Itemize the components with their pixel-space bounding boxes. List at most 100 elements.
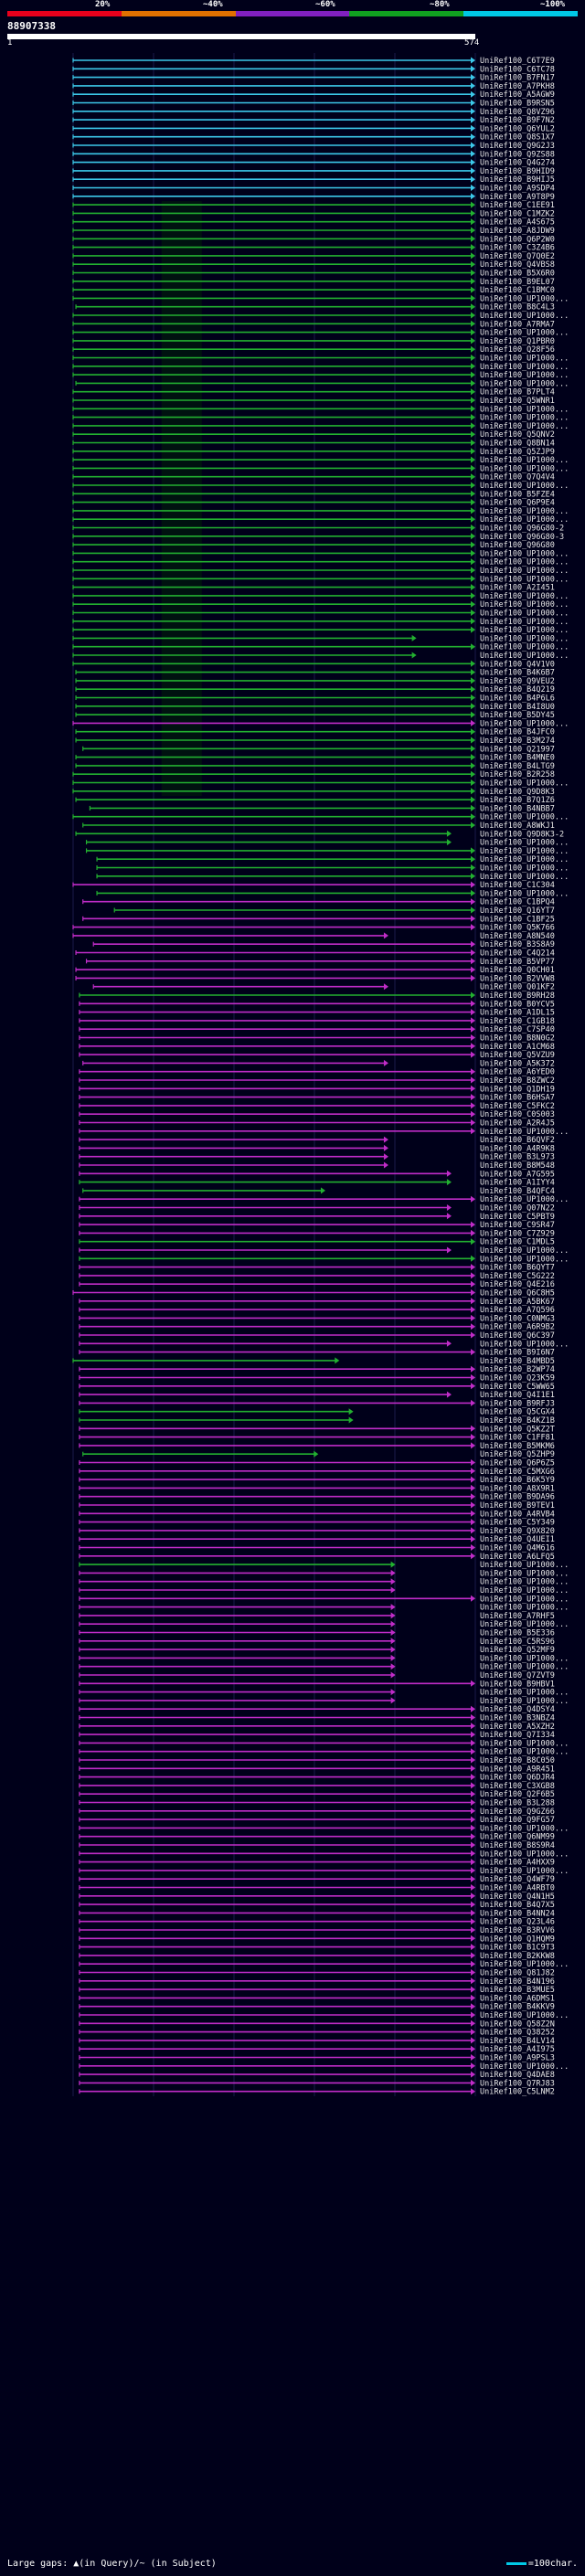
hit-label[interactable]: UniRef100_C1BMC0: [480, 286, 555, 295]
hit-label[interactable]: UniRef100_C1MDL5: [480, 1238, 555, 1247]
hit-label[interactable]: UniRef100_Q96G80-2: [480, 525, 564, 534]
hit-label[interactable]: UniRef100_UP1000...: [480, 652, 569, 661]
hit-label[interactable]: UniRef100_B6QYT7: [480, 1264, 555, 1273]
hit-label[interactable]: UniRef100_C0S003: [480, 1110, 555, 1119]
hit-label[interactable]: UniRef100_Q6C8H5: [480, 1289, 555, 1299]
hit-label[interactable]: UniRef100_UP1000...: [480, 312, 569, 321]
hit-label[interactable]: UniRef100_UP1000...: [480, 1561, 569, 1570]
hit-label[interactable]: UniRef100_A8N540: [480, 932, 555, 941]
hit-label[interactable]: UniRef100_A9R451: [480, 1765, 555, 1774]
hit-label[interactable]: UniRef100_B9I6N7: [480, 1349, 555, 1358]
hit-label[interactable]: UniRef100_B8M548: [480, 1161, 555, 1171]
hit-label[interactable]: UniRef100_B2VVW8: [480, 974, 555, 983]
hit-label[interactable]: UniRef100_UP1000...: [480, 1697, 569, 1706]
hit-label[interactable]: UniRef100_Q5QNV2: [480, 430, 555, 440]
hit-label[interactable]: UniRef100_Q5VZU9: [480, 1051, 555, 1060]
hit-label[interactable]: UniRef100_Q7ZVT9: [480, 1671, 555, 1680]
hit-label[interactable]: UniRef100_UP1000...: [480, 355, 569, 364]
hit-label[interactable]: UniRef100_UP1000...: [480, 1246, 569, 1256]
hit-label[interactable]: UniRef100_UP1000...: [480, 482, 569, 491]
hit-label[interactable]: UniRef100_UP1000...: [480, 1604, 569, 1613]
hit-label[interactable]: UniRef100_B9RH28: [480, 991, 555, 1001]
hit-label[interactable]: UniRef100_A8X9R1: [480, 1484, 555, 1493]
hit-label[interactable]: UniRef100_Q1PBR0: [480, 337, 555, 346]
hit-label[interactable]: UniRef100_Q5ZHP9: [480, 1450, 555, 1459]
hit-label[interactable]: UniRef100_UP1000...: [480, 610, 569, 619]
hit-label[interactable]: UniRef100_UP1000...: [480, 575, 569, 584]
hit-label[interactable]: UniRef100_B5VP77: [480, 958, 555, 967]
hit-label[interactable]: UniRef100_B0YCV5: [480, 1000, 555, 1009]
hit-label[interactable]: UniRef100_C1EE91: [480, 201, 555, 210]
hit-label[interactable]: UniRef100_B9EL07: [480, 278, 555, 287]
hit-label[interactable]: UniRef100_C1MZK2: [480, 209, 555, 218]
hit-label[interactable]: UniRef100_Q9G2J3: [480, 142, 555, 151]
hit-label[interactable]: UniRef100_UP1000...: [480, 507, 569, 516]
hit-label[interactable]: UniRef100_UP1000...: [480, 1663, 569, 1672]
hit-label[interactable]: UniRef100_B3NBZ4: [480, 1714, 555, 1723]
hit-label[interactable]: UniRef100_Q96G80-3: [480, 533, 564, 542]
hit-label[interactable]: UniRef100_B7PLT4: [480, 388, 555, 398]
hit-label[interactable]: UniRef100_UP1000...: [480, 643, 569, 652]
hit-label[interactable]: UniRef100_Q4E216: [480, 1280, 555, 1289]
hit-label[interactable]: UniRef100_B4MNE0: [480, 754, 555, 763]
hit-label[interactable]: UniRef100_Q9GZ66: [480, 1807, 555, 1817]
hit-label[interactable]: UniRef100_Q8S1X7: [480, 133, 555, 143]
hit-label[interactable]: UniRef100_Q6NM99: [480, 1833, 555, 1842]
hit-label[interactable]: UniRef100_Q7Q0E2: [480, 252, 555, 261]
hit-label[interactable]: UniRef100_B9HIJ5: [480, 175, 555, 185]
hit-label[interactable]: UniRef100_Q4V1V0: [480, 660, 555, 669]
hit-label[interactable]: UniRef100_Q9X820: [480, 1527, 555, 1536]
hit-label[interactable]: UniRef100_A4R9K8: [480, 1144, 555, 1153]
hit-label[interactable]: UniRef100_Q7Q4V4: [480, 473, 555, 482]
hit-label[interactable]: UniRef100_B4JFC0: [480, 728, 555, 737]
hit-label[interactable]: UniRef100_UP1000...: [480, 779, 569, 789]
hit-label[interactable]: UniRef100_Q5K766: [480, 924, 555, 933]
hit-label[interactable]: UniRef100_C1FF81: [480, 1434, 555, 1443]
hit-label[interactable]: UniRef100_C0NMG3: [480, 1314, 555, 1323]
hit-label[interactable]: UniRef100_A2R4J5: [480, 1119, 555, 1129]
hit-label[interactable]: UniRef100_Q6P2W0: [480, 235, 555, 244]
hit-label[interactable]: UniRef100_UP1000...: [480, 414, 569, 423]
hit-label[interactable]: UniRef100_Q9VEU2: [480, 677, 555, 686]
hit-label[interactable]: UniRef100_Q9D8K3-2: [480, 830, 564, 839]
hit-label[interactable]: UniRef100_C6TC78: [480, 65, 555, 74]
hit-label[interactable]: UniRef100_B9RSN5: [480, 100, 555, 109]
hit-label[interactable]: UniRef100_B4Q219: [480, 685, 555, 694]
hit-label[interactable]: UniRef100_A5XZH2: [480, 1723, 555, 1732]
hit-label[interactable]: UniRef100_Q4VBS8: [480, 260, 555, 270]
hit-label[interactable]: UniRef100_Q8BN14: [480, 440, 555, 449]
hit-label[interactable]: UniRef100_B2KKW8: [480, 1952, 555, 1961]
hit-label[interactable]: UniRef100_Q5WNR1: [480, 397, 555, 406]
hit-label[interactable]: UniRef100_A6YED0: [480, 1068, 555, 1077]
hit-label[interactable]: UniRef100_C5MXG6: [480, 1468, 555, 1477]
hit-label[interactable]: UniRef100_B9TEV1: [480, 1501, 555, 1511]
hit-label[interactable]: UniRef100_B9DA96: [480, 1493, 555, 1502]
hit-label[interactable]: UniRef100_C5PBT9: [480, 1213, 555, 1222]
hit-label[interactable]: UniRef100_B9F7N2: [480, 116, 555, 125]
hit-label[interactable]: UniRef100_Q81J82: [480, 1969, 555, 1978]
hit-label[interactable]: UniRef100_B6K5Y9: [480, 1476, 555, 1485]
hit-label[interactable]: UniRef100_A4I975: [480, 2045, 555, 2054]
hit-label[interactable]: UniRef100_B4MBD5: [480, 1357, 555, 1366]
hit-label[interactable]: UniRef100_Q4I1E1: [480, 1391, 555, 1400]
hit-label[interactable]: UniRef100_C5Y349: [480, 1519, 555, 1528]
hit-label[interactable]: UniRef100_UP1000...: [480, 1595, 569, 1604]
hit-label[interactable]: UniRef100_B6HSA7: [480, 1094, 555, 1103]
hit-label[interactable]: UniRef100_A9SDP4: [480, 185, 555, 194]
hit-label[interactable]: UniRef100_UP1000...: [480, 864, 569, 874]
hit-label[interactable]: UniRef100_Q8VZ96: [480, 108, 555, 117]
hit-label[interactable]: UniRef100_Q4WF79: [480, 1875, 555, 1884]
hit-label[interactable]: UniRef100_C1GB18: [480, 1017, 555, 1026]
hit-label[interactable]: UniRef100_B3S8A9: [480, 940, 555, 949]
hit-label[interactable]: UniRef100_UP1000...: [480, 719, 569, 728]
hit-label[interactable]: UniRef100_UP1000...: [480, 405, 569, 414]
hit-label[interactable]: UniRef100_C1C304: [480, 881, 555, 890]
hit-label[interactable]: UniRef100_UP1000...: [480, 873, 569, 882]
hit-label[interactable]: UniRef100_A4RBT0: [480, 1884, 555, 1893]
hit-label[interactable]: UniRef100_B3M274: [480, 737, 555, 746]
hit-label[interactable]: UniRef100_B5MKM6: [480, 1442, 555, 1451]
hit-label[interactable]: UniRef100_Q52MF9: [480, 1646, 555, 1655]
hit-label[interactable]: UniRef100_UP1000...: [480, 363, 569, 372]
hit-label[interactable]: UniRef100_B3MUE5: [480, 1986, 555, 1995]
hit-label[interactable]: UniRef100_UP1000...: [480, 889, 569, 898]
